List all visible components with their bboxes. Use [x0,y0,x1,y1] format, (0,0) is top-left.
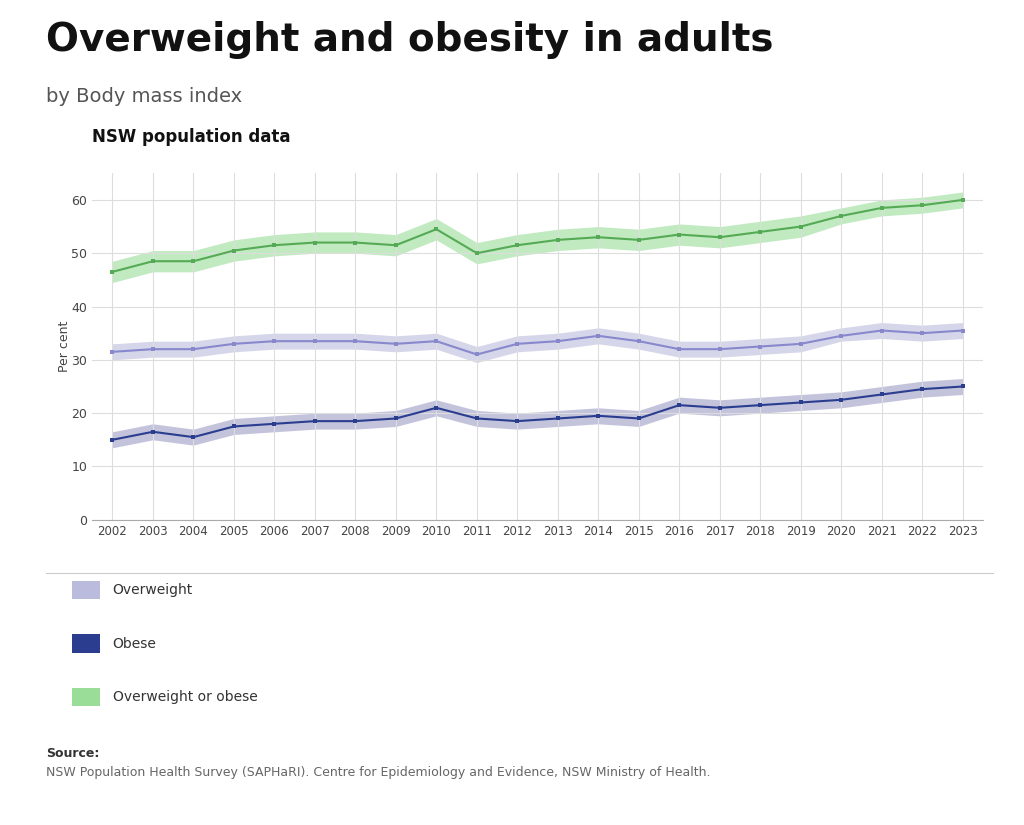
Text: Overweight: Overweight [113,583,193,596]
Text: Obese: Obese [113,637,157,650]
Text: Overweight and obesity in adults: Overweight and obesity in adults [46,21,773,59]
Text: Overweight or obese: Overweight or obese [113,691,257,704]
Text: Source:: Source: [46,747,99,760]
Text: by Body mass index: by Body mass index [46,87,243,106]
Text: NSW population data: NSW population data [92,128,291,146]
Text: NSW Population Health Survey (SAPHaRI). Centre for Epidemiology and Evidence, NS: NSW Population Health Survey (SAPHaRI). … [46,766,711,779]
Y-axis label: Per cent: Per cent [57,321,71,372]
